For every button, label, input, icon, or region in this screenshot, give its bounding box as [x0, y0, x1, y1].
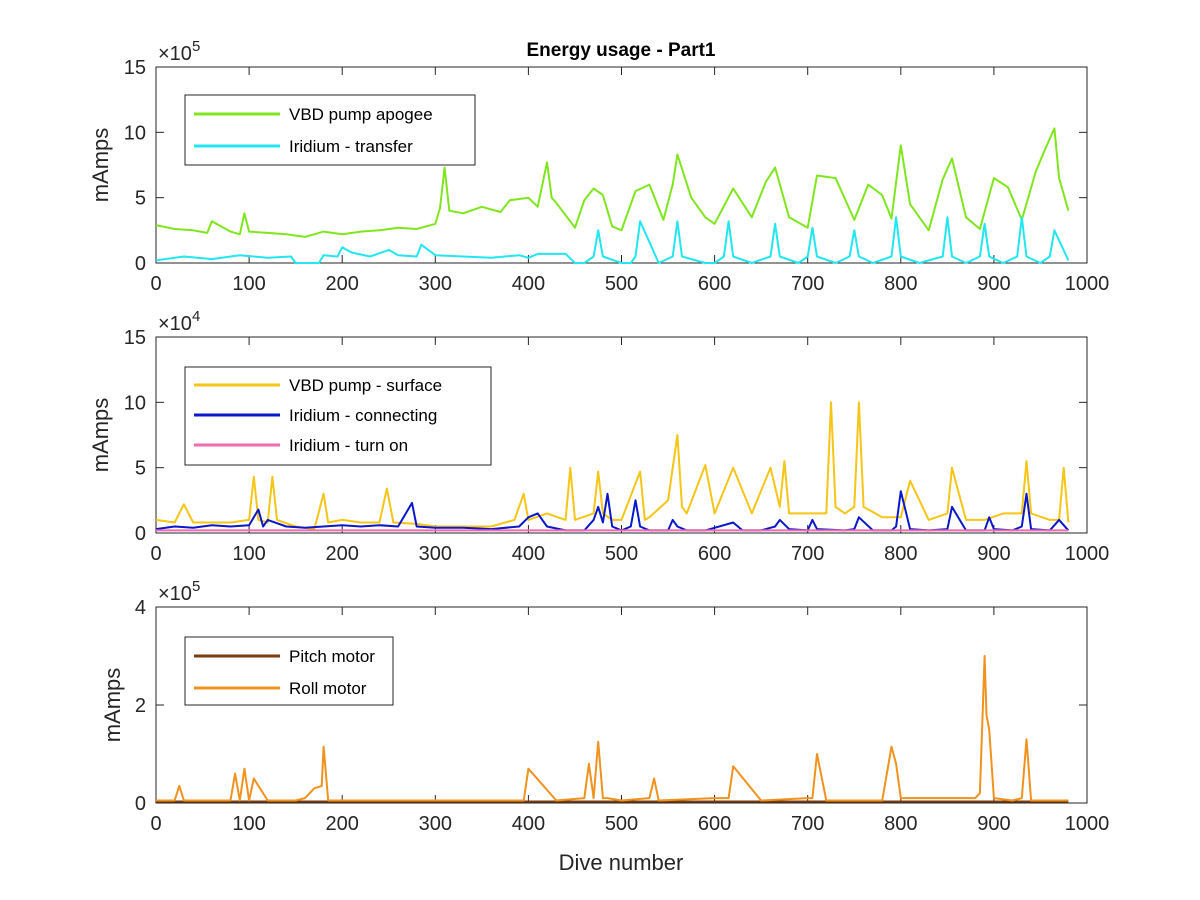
x-tick-label: 900	[977, 543, 1010, 565]
x-tick-label: 600	[698, 813, 731, 835]
series-line-iridium-transfer	[155, 216, 1070, 264]
y-tick-label: 5	[135, 458, 146, 480]
x-tick-label: 300	[419, 813, 452, 835]
x-tick-label: 100	[232, 543, 265, 565]
x-tick-label: 600	[698, 543, 731, 565]
y-tick-label: 10	[124, 122, 146, 144]
x-tick-label: 200	[326, 273, 359, 295]
y-tick-label: 10	[124, 392, 146, 414]
series-line-vbd-pump-apogee	[155, 127, 1070, 238]
x-tick-label: 600	[698, 273, 731, 295]
x-axis-label: Dive number	[559, 850, 684, 875]
y-axis-label: mAmps	[88, 398, 113, 473]
x-tick-label: 0	[150, 813, 161, 835]
x-tick-label: 0	[150, 543, 161, 565]
y-tick-label: 0	[135, 523, 146, 545]
y-tick-label: 0	[135, 253, 146, 275]
x-tick-label: 400	[512, 813, 545, 835]
legend-label: Roll motor	[289, 679, 367, 698]
x-tick-label: 900	[977, 273, 1010, 295]
y-exponent-label: ×105	[158, 578, 200, 605]
x-tick-label: 0	[150, 273, 161, 295]
axis-ticks: 0 100 200 300 400 500 600 700 800 900 1000 0 2 4	[135, 597, 1109, 835]
x-tick-label: 1000	[1065, 813, 1110, 835]
x-tick-label: 100	[232, 273, 265, 295]
x-tick-label: 1000	[1065, 273, 1110, 295]
subplot-vbd-surface-iridium: ×104 mAmps 0 100 200 300 400 500 600 700 800 900 1…	[88, 308, 1109, 565]
legend-label: Iridium - transfer	[289, 137, 413, 156]
x-tick-label: 500	[605, 273, 638, 295]
x-tick-label: 400	[512, 273, 545, 295]
x-tick-label: 700	[791, 813, 824, 835]
chart-title: Energy usage - Part1	[526, 40, 715, 61]
y-tick-label: 0	[135, 793, 146, 815]
x-tick-label: 700	[791, 273, 824, 295]
x-tick-label: 300	[419, 543, 452, 565]
legend-label: Iridium - turn on	[289, 436, 408, 455]
legend-label: Iridium - connecting	[289, 406, 437, 425]
subplot-pitch-roll-motor: ×105 mAmps 0 100 200 300 400 500 600 700 800 900 1…	[100, 578, 1109, 835]
x-tick-label: 800	[884, 543, 917, 565]
axis-ticks: 0 100 200 300 400 500 600 700 800 900 1000 0 5 10 15	[124, 327, 1110, 565]
x-tick-label: 900	[977, 813, 1010, 835]
y-tick-label: 2	[135, 695, 146, 717]
legend: VBD pump - surface Iridium - connecting …	[184, 366, 492, 466]
legend-label: Pitch motor	[289, 647, 375, 666]
x-tick-label: 500	[605, 543, 638, 565]
axis-ticks: 0 100 200 300 400 500 600 700 800 900 1000 0 5 10 15	[124, 57, 1110, 295]
x-tick-label: 100	[232, 813, 265, 835]
y-tick-label: 15	[124, 327, 146, 349]
y-exponent-label: ×104	[158, 308, 200, 335]
x-tick-label: 800	[884, 273, 917, 295]
legend-label: VBD pump apogee	[289, 105, 433, 124]
x-tick-label: 1000	[1065, 543, 1110, 565]
plot-lines	[155, 127, 1070, 264]
legend: VBD pump apogee Iridium - transfer	[184, 94, 476, 166]
legend-label: VBD pump - surface	[289, 376, 442, 395]
x-tick-label: 800	[884, 813, 917, 835]
legend-box	[184, 636, 394, 706]
plot-lines	[155, 401, 1070, 532]
plot-lines	[156, 655, 1069, 803]
y-tick-label: 5	[135, 188, 146, 210]
x-tick-label: 300	[419, 273, 452, 295]
subplot-vbd-apogee-iridium-transfer: Energy usage - Part1 ×105 mAmps 0 100 200 3…	[88, 38, 1109, 295]
legend: Pitch motor Roll motor	[184, 636, 394, 706]
y-axis-label: mAmps	[100, 668, 125, 743]
x-tick-label: 400	[512, 543, 545, 565]
legend-box	[184, 94, 476, 166]
series-line-roll-motor	[156, 655, 1069, 802]
y-tick-label: 15	[124, 57, 146, 79]
y-axis-label: mAmps	[88, 128, 113, 203]
x-tick-label: 500	[605, 813, 638, 835]
x-tick-label: 200	[326, 813, 359, 835]
y-exponent-label: ×105	[158, 38, 200, 65]
x-tick-label: 200	[326, 543, 359, 565]
y-tick-label: 4	[135, 597, 146, 619]
x-tick-label: 700	[791, 543, 824, 565]
